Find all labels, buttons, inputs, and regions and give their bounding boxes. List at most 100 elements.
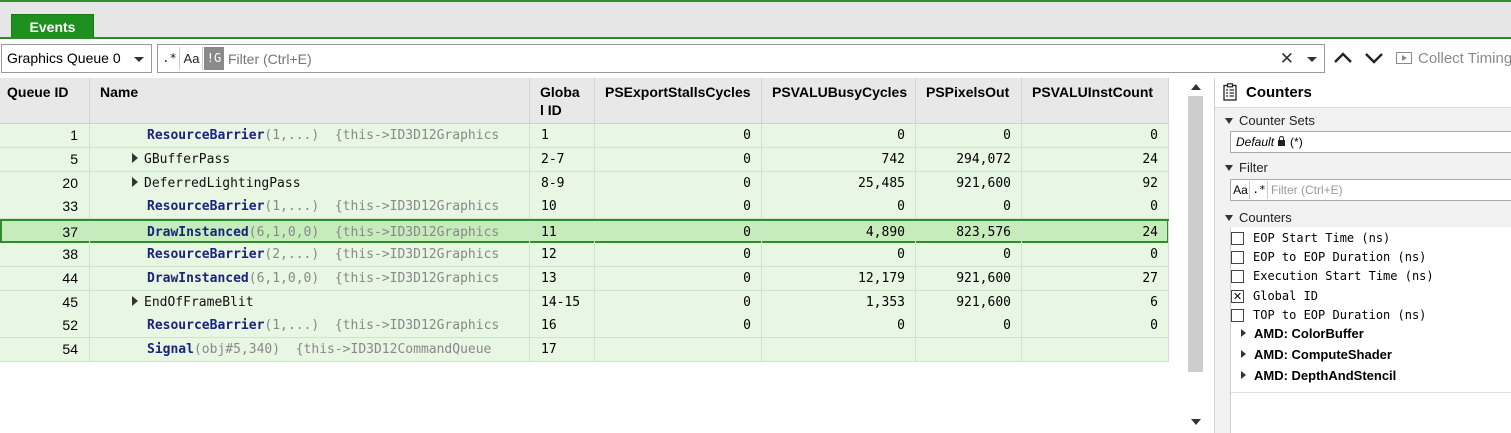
expand-arrow-icon[interactable] — [132, 295, 138, 306]
counter-case-toggle-button[interactable]: Aa — [1232, 181, 1250, 199]
expand-arrow-icon[interactable] — [1241, 350, 1246, 358]
table-row[interactable]: 33 ResourceBarrier(1,...) {this->ID3D12Gr… — [0, 195, 1169, 220]
counter-checkbox[interactable] — [1231, 308, 1244, 322]
regex-toggle-button[interactable]: .* — [160, 47, 180, 70]
header-psvalu-busy[interactable]: PSVALUBusyCycles — [762, 78, 916, 124]
cell-ps-export-stalls: 0 — [595, 290, 762, 314]
group-name: DeferredLightingPass — [144, 175, 301, 191]
table-row[interactable]: 52 ResourceBarrier(1,...) {this->ID3D12Gr… — [0, 314, 1169, 339]
queue-select-value: Graphics Queue 0 — [7, 50, 121, 66]
previous-match-icon[interactable] — [1332, 47, 1354, 69]
table-row[interactable]: 1 ResourceBarrier(1,...) {this->ID3D12Gra… — [0, 124, 1169, 148]
cell-global-id: 17 — [530, 338, 595, 362]
cell-ps-pixels-out: 294,072 — [916, 147, 1022, 171]
table-row[interactable]: 20 DeferredLightingPass 8-9 0 25,485 921,600 9… — [0, 171, 1169, 196]
counter-group[interactable]: AMD: ColorBuffer — [1241, 326, 1364, 341]
cell-psvalu-busy: 0 — [762, 314, 916, 338]
expand-arrow-icon[interactable] — [132, 152, 138, 163]
header-psvalu-inst[interactable]: PSVALUInstCount — [1022, 78, 1169, 124]
counter-regex-toggle-button[interactable]: .* — [1251, 181, 1268, 199]
cell-psvalu-inst: 0 — [1022, 243, 1169, 266]
table-row[interactable]: 38 ResourceBarrier(2,...) {this->ID3D12Gr… — [0, 243, 1169, 267]
counter-item[interactable]: ✕ Global ID — [1231, 287, 1318, 305]
lock-icon — [1278, 136, 1286, 146]
cell-queue-id: 1 — [0, 124, 90, 147]
api-call-object: {this->ID3D12CommandQueue — [295, 342, 492, 358]
group-name: EndOfFrameBlit — [144, 294, 254, 310]
tab-events[interactable]: Events — [11, 14, 94, 39]
counters-section[interactable]: Counters — [1225, 210, 1292, 225]
next-match-icon[interactable] — [1363, 47, 1385, 69]
counter-item[interactable]: EOP to EOP Duration (ns) — [1231, 248, 1426, 266]
api-call-args: (1,...) — [264, 128, 320, 143]
cell-psvalu-inst: 0 — [1022, 195, 1169, 219]
counters-section-label: Counters — [1239, 210, 1292, 225]
spacer — [319, 128, 335, 143]
expand-arrow-icon[interactable] — [132, 176, 138, 187]
counter-checkbox[interactable] — [1231, 232, 1244, 245]
scroll-down-icon[interactable] — [1191, 419, 1201, 425]
cell-ps-export-stalls: 0 — [595, 314, 762, 338]
header-ps-pixels-out[interactable]: PSPixelsOut — [916, 78, 1022, 124]
counter-filter-input[interactable]: Filter (Ctrl+E) — [1271, 183, 1343, 197]
filter-input[interactable] — [228, 47, 1278, 70]
scroll-up-icon[interactable] — [1191, 84, 1201, 90]
api-call-args: (6,1,0,0) — [248, 225, 320, 241]
toolbar: Graphics Queue 0 .* Aa !G ✕ Collect Timi… — [0, 41, 1511, 77]
spacer — [319, 225, 335, 240]
collect-timing-label: Collect Timing — [1418, 50, 1511, 67]
collapse-triangle-icon — [1225, 215, 1233, 221]
table-row[interactable]: 45 EndOfFrameBlit 14-15 0 1,353 921,600 6 — [0, 290, 1169, 315]
header-name[interactable]: Name — [90, 78, 530, 124]
collect-timing-button[interactable]: Collect Timing — [1396, 44, 1511, 73]
scrollbar-thumb[interactable] — [1188, 96, 1203, 372]
header-global-id[interactable]: Globa l ID — [530, 78, 595, 124]
counters-list: EOP Start Time (ns) EOP to EOP Duration (… — [1230, 227, 1511, 433]
collapse-triangle-icon — [1225, 118, 1233, 124]
queue-select[interactable]: Graphics Queue 0 — [1, 44, 152, 73]
counter-checkbox[interactable]: ✕ — [1231, 289, 1244, 303]
grid-vertical-scrollbar[interactable] — [1186, 78, 1206, 433]
cell-ps-pixels-out: 921,600 — [916, 290, 1022, 314]
cell-queue-id: 52 — [0, 314, 90, 338]
clear-filter-icon[interactable]: ✕ — [1279, 49, 1294, 68]
counter-group[interactable]: AMD: ComputeShader — [1241, 347, 1392, 362]
filter-section[interactable]: Filter — [1225, 160, 1268, 175]
api-call-args: (1,...) — [264, 199, 320, 215]
expand-arrow-icon[interactable] — [1241, 329, 1246, 337]
filter-history-chevron-icon[interactable] — [1307, 57, 1317, 62]
counter-item[interactable]: EOP Start Time (ns) — [1231, 229, 1390, 247]
api-call-object: {this->ID3D12Graphics — [334, 128, 500, 143]
table-row[interactable]: 5 GBufferPass 2-7 0 742 294,072 24 — [0, 147, 1169, 172]
counter-set-select[interactable]: Default (*) — [1230, 131, 1511, 153]
api-call-name: ResourceBarrier — [147, 247, 265, 262]
spacer — [319, 199, 335, 214]
cell-psvalu-inst: 6 — [1022, 290, 1169, 314]
global-toggle-button[interactable]: !G — [204, 47, 224, 70]
tab-strip-underline — [0, 37, 1511, 39]
case-toggle-button[interactable]: Aa — [181, 47, 203, 70]
header-queue-id[interactable]: Queue ID — [0, 78, 90, 124]
expand-arrow-icon[interactable] — [1241, 371, 1246, 379]
counter-sets-section[interactable]: Counter Sets — [1225, 113, 1315, 128]
cell-psvalu-busy: 0 — [762, 124, 916, 147]
cell-psvalu-busy: 0 — [762, 243, 916, 266]
cell-psvalu-inst: 24 — [1022, 221, 1169, 245]
header-ps-export-stalls[interactable]: PSExportStallsCycles — [595, 78, 762, 124]
counter-label: Execution Start Time (ns) — [1253, 269, 1434, 284]
cell-psvalu-busy: 4,890 — [762, 221, 916, 245]
table-row-selected[interactable]: 37 DrawInstanced(6,1,0,0) {this->ID3D12Gr… — [0, 219, 1169, 245]
table-row[interactable]: 54 Signal(obj#5,340) {this->ID3D12Command… — [0, 338, 1169, 363]
counters-panel: Counters Counter Sets Default (*) Filter … — [1214, 78, 1511, 433]
cell-ps-pixels-out: 823,576 — [916, 221, 1022, 245]
cell-name: EndOfFrameBlit — [90, 290, 530, 314]
counter-item[interactable]: TOP to EOP Duration (ns) — [1231, 306, 1427, 324]
counter-item[interactable]: Execution Start Time (ns) — [1231, 267, 1434, 285]
spacer — [319, 247, 335, 262]
counter-group[interactable]: AMD: DepthAndStencil — [1241, 368, 1396, 383]
counter-checkbox[interactable] — [1231, 251, 1244, 265]
counter-label: TOP to EOP Duration (ns) — [1253, 307, 1427, 322]
table-row[interactable]: 44 DrawInstanced(6,1,0,0) {this->ID3D12Gr… — [0, 266, 1169, 291]
counter-checkbox[interactable] — [1231, 270, 1244, 284]
api-call-args: (2,...) — [264, 247, 320, 262]
